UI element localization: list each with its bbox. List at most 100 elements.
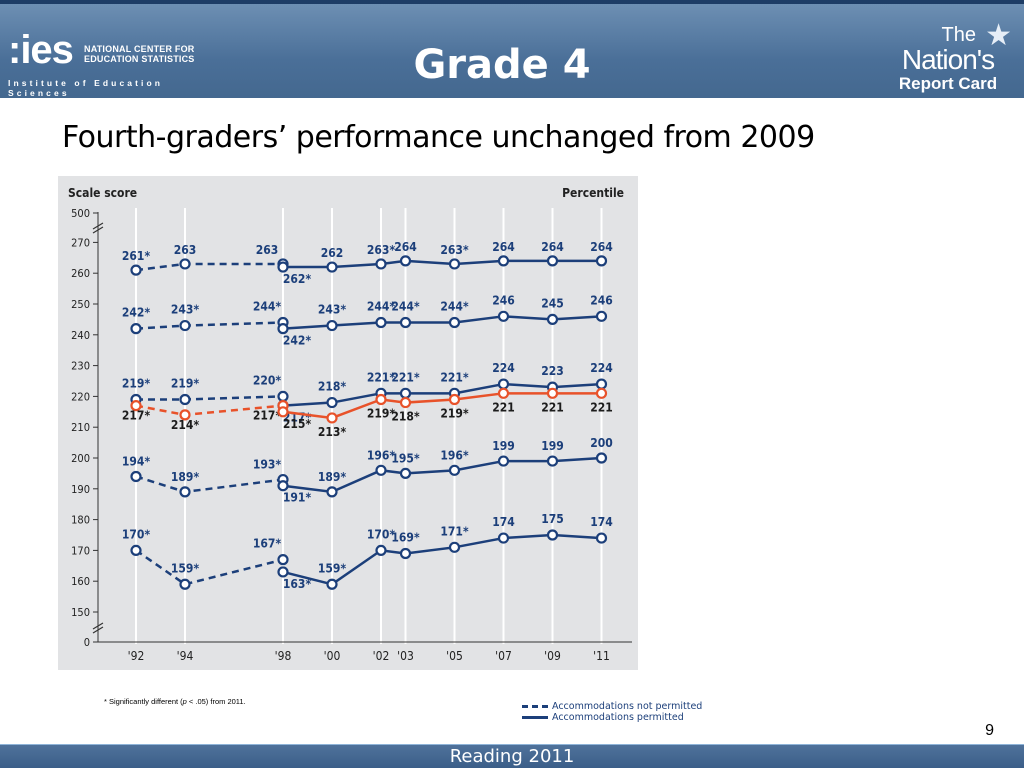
data-label-75th: 243* xyxy=(318,303,347,317)
data-label-average-score: 221 xyxy=(492,400,515,414)
data-label-50th: 218* xyxy=(318,380,347,394)
data-label-75th: 244* xyxy=(253,299,282,313)
axis-break-mark xyxy=(92,622,104,634)
data-point-25th xyxy=(326,486,338,498)
data-label-75th: 242* xyxy=(283,334,312,348)
data-label-75th: 246 xyxy=(590,293,613,307)
data-point-25th xyxy=(595,452,608,464)
header-banner: :ies NATIONAL CENTER FOR EDUCATION STATI… xyxy=(0,0,1024,98)
data-point-50th xyxy=(326,396,338,409)
data-point-average-score xyxy=(277,406,289,418)
x-tick-label: '05 xyxy=(446,649,463,663)
data-label-25th: 193* xyxy=(253,458,282,472)
data-label-50th: 224 xyxy=(492,361,515,375)
x-tick-label: '98 xyxy=(275,649,292,663)
legend-item-not-permitted: Accommodations not permitted xyxy=(522,701,702,712)
data-point-75th xyxy=(277,323,289,335)
series-line-25th-not-permitted xyxy=(135,475,284,494)
data-point-75th xyxy=(375,316,387,329)
data-label-25th: 189* xyxy=(318,470,347,484)
data-label-10th: 170* xyxy=(367,527,396,541)
data-label-average-score: 221 xyxy=(541,400,564,414)
y-tick-label: 220 xyxy=(71,390,90,403)
data-point-10th xyxy=(375,544,387,556)
y-tick-label: 170 xyxy=(71,544,90,557)
right-axis-title: Percentile xyxy=(562,186,624,200)
y-tick-label: 200 xyxy=(71,452,90,465)
data-label-10th: 171* xyxy=(440,524,469,538)
legend: Accommodations not permitted Accommodati… xyxy=(522,701,702,723)
data-point-average-score xyxy=(595,387,608,399)
data-label-90th: 263* xyxy=(367,243,396,257)
data-point-90th xyxy=(375,258,387,270)
data-label-75th: 244* xyxy=(367,299,396,313)
data-point-50th xyxy=(179,393,191,406)
y-tick-label: 0 xyxy=(84,636,90,649)
series-line-75th-not-permitted xyxy=(135,321,284,330)
data-label-average-score: 214* xyxy=(171,418,200,432)
y-tick-label: 190 xyxy=(71,483,90,496)
data-label-average-score: 219* xyxy=(440,406,469,420)
data-point-10th xyxy=(277,566,289,578)
footnote-prefix: * Significantly different ( xyxy=(104,697,183,706)
data-label-90th: 262* xyxy=(283,272,312,286)
x-tick-label: '03 xyxy=(397,649,414,663)
data-label-90th: 263* xyxy=(440,243,469,257)
data-point-75th xyxy=(546,313,559,325)
axis-break-spacer xyxy=(138,223,148,229)
data-label-average-score: 221 xyxy=(590,400,613,414)
data-label-10th: 175 xyxy=(541,512,564,526)
x-tick-label: '94 xyxy=(177,649,194,663)
footnote-p: p xyxy=(182,697,187,706)
data-label-average-score: 217* xyxy=(253,409,282,423)
nrc-logo-nations: Nation's xyxy=(901,44,995,75)
data-point-10th xyxy=(277,554,289,566)
data-point-90th xyxy=(497,255,510,267)
data-point-75th xyxy=(179,319,191,332)
data-label-25th: 191* xyxy=(283,491,312,505)
data-label-average-score: 218* xyxy=(391,410,420,424)
data-point-25th xyxy=(546,455,559,467)
x-tick-label: '00 xyxy=(324,649,341,663)
data-label-75th: 244* xyxy=(391,299,420,313)
data-point-average-score xyxy=(399,396,412,409)
data-point-25th xyxy=(448,464,461,476)
series-line-10th-permitted xyxy=(282,533,602,586)
data-point-25th xyxy=(497,455,510,467)
data-point-75th xyxy=(326,319,338,332)
data-point-75th xyxy=(399,316,412,329)
data-point-average-score xyxy=(130,400,142,412)
data-label-90th: 264 xyxy=(590,240,613,254)
data-label-90th: 264 xyxy=(394,240,417,254)
data-point-50th xyxy=(399,387,412,399)
data-point-10th xyxy=(497,532,510,544)
data-point-90th xyxy=(448,258,461,270)
data-label-25th: 195* xyxy=(391,451,420,465)
x-tick-label: '11 xyxy=(593,649,610,663)
data-point-50th xyxy=(497,378,510,390)
ies-logo: :ies NATIONAL CENTER FOR EDUCATION STATI… xyxy=(8,28,198,98)
data-label-90th: 261* xyxy=(122,249,151,263)
axis-break-spacer xyxy=(138,623,148,629)
ies-name-line1: NATIONAL CENTER FOR xyxy=(84,44,195,54)
data-label-10th: 159* xyxy=(171,561,200,575)
data-point-50th xyxy=(277,390,289,402)
data-label-10th: 169* xyxy=(391,530,420,544)
y-tick-label: 250 xyxy=(71,298,90,311)
data-label-25th: 189* xyxy=(171,470,200,484)
data-point-10th xyxy=(179,578,191,590)
data-point-10th xyxy=(326,578,338,590)
data-point-90th xyxy=(179,258,191,270)
data-label-10th: 170* xyxy=(122,527,151,541)
data-point-25th xyxy=(179,486,191,498)
data-label-50th: 221* xyxy=(440,370,469,384)
data-point-90th xyxy=(595,255,608,267)
data-point-75th xyxy=(130,323,142,335)
data-point-average-score xyxy=(375,393,387,406)
footer-title: Reading 2011 xyxy=(449,746,575,767)
data-point-10th xyxy=(399,547,412,560)
dashed-line-swatch xyxy=(522,705,548,708)
ies-logo-mark: :ies xyxy=(8,28,74,72)
data-label-90th: 263 xyxy=(174,243,197,257)
slide-title: Fourth-graders’ performance unchanged fr… xyxy=(62,120,815,155)
